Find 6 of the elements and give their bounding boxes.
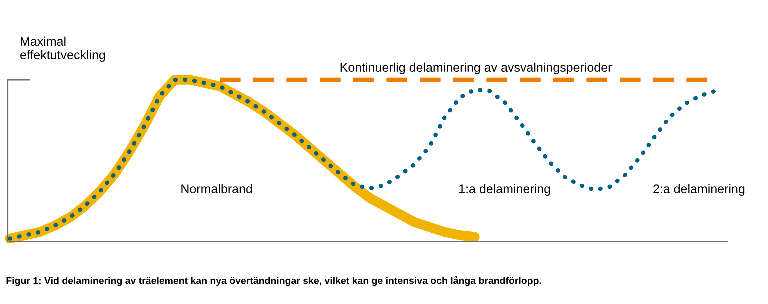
annotation: Normalbrand [182,184,252,194]
text: Figur 1: Vid delaminering av träelement kan nya övertändningar ske, vilket kan ge intensiva och långa brandförlopp. [6,276,542,286]
text: Kontinuerlig delaminering av avsvalningsperioder [340,62,612,74]
annotation: 2:a delaminering [654,184,745,196]
y-axis-title: Maximal effektutveckling [20,36,106,62]
annotation: 1:a delaminering [460,184,550,196]
